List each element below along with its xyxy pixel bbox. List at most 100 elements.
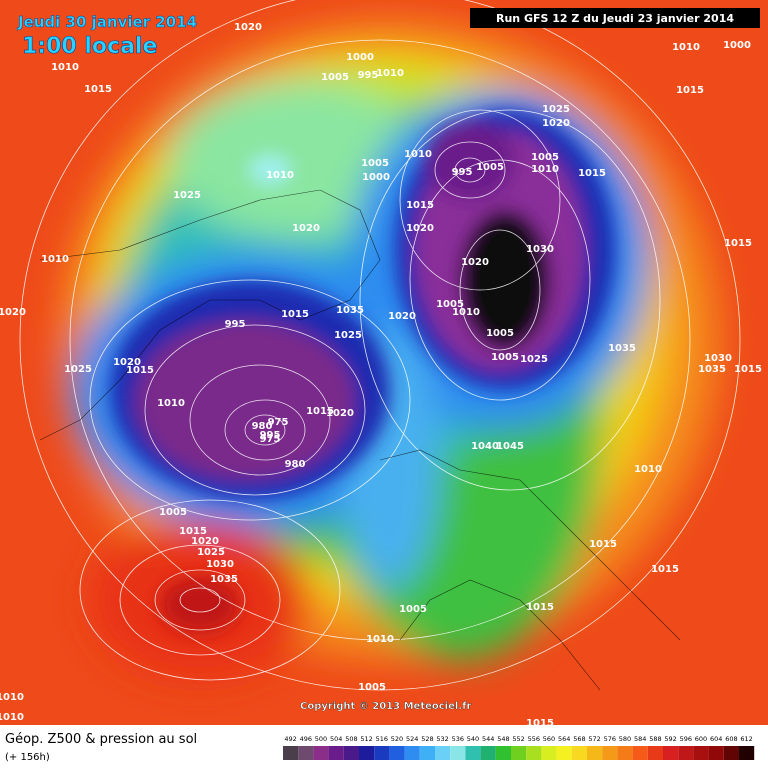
isobar-label: 995	[260, 430, 281, 441]
footer-lead: (+ 156h)	[5, 752, 50, 763]
isobar-label: 980	[285, 459, 306, 470]
isobar-label: 1010	[634, 464, 662, 475]
scale-swatch	[693, 746, 709, 760]
scale-label: 572	[588, 735, 600, 743]
isobar-label: 1005	[159, 507, 187, 518]
isobar-label: 1020	[0, 307, 26, 318]
scale-label: 532	[436, 735, 448, 743]
scale-label: 540	[467, 735, 479, 743]
scale-swatch	[663, 746, 679, 760]
run-label: Run GFS 12 Z du Jeudi 23 janvier 2014	[496, 12, 734, 25]
isobar-label: 1015	[676, 85, 704, 96]
scale-label: 552	[512, 735, 524, 743]
copyright: Copyright © 2013 Meteociel.fr	[300, 701, 471, 712]
isobar-label: 1000	[723, 40, 751, 51]
isobar-label: 1015	[84, 84, 112, 95]
isobar-label: 1010	[672, 42, 700, 53]
isobar-label: 1015	[651, 564, 679, 575]
scale-swatch	[647, 746, 663, 760]
scale-label: 528	[421, 735, 433, 743]
isobar-label: 1010	[41, 254, 69, 265]
isobar-label: 1035	[608, 343, 636, 354]
scale-label: 612	[740, 735, 752, 743]
isobar-label: 1005	[358, 682, 386, 693]
date-label: Jeudi 30 janvier 2014	[17, 13, 197, 31]
isobar-label: 1010	[452, 307, 480, 318]
scale-label: 600	[695, 735, 707, 743]
isobar-label: 1010	[0, 692, 24, 703]
isobar-label: 1040	[471, 441, 499, 452]
isobar-label: 1015	[589, 539, 617, 550]
isobar-label: 1010	[404, 149, 432, 160]
isobar-label: 1000	[362, 172, 390, 183]
isobar-label: 1005	[436, 299, 464, 310]
scale-swatch	[374, 746, 390, 760]
scale-swatch	[526, 746, 542, 760]
isobar-label: 1025	[173, 190, 201, 201]
isobar-label: 1025	[520, 354, 548, 365]
scale-swatch	[587, 746, 603, 760]
scale-swatch	[708, 746, 724, 760]
isobar-label: 1000	[346, 52, 374, 63]
isobar-label: 1030	[206, 559, 234, 570]
scale-label: 584	[634, 735, 646, 743]
isobar-label: 975	[268, 417, 289, 428]
isobar-label: 1020	[406, 223, 434, 234]
isobar-label: 1020	[292, 223, 320, 234]
scale-label: 520	[391, 735, 403, 743]
scale-label: 504	[330, 735, 342, 743]
isobar-label: 1005	[399, 604, 427, 615]
scale-swatch	[359, 746, 375, 760]
scale-swatch	[283, 746, 299, 760]
isobar-label: 1015	[526, 718, 554, 729]
isobar-label: 1020	[113, 357, 141, 368]
isobar-label: 1015	[734, 364, 762, 375]
isobar-label: 1015	[724, 238, 752, 249]
scale-swatch	[313, 746, 329, 760]
isobar-label: 1045	[496, 441, 524, 452]
scale-label: 512	[360, 735, 372, 743]
scale-swatch	[511, 746, 527, 760]
scale-swatch	[739, 746, 755, 760]
isobar-label: 1020	[191, 536, 219, 547]
scale-swatch	[419, 746, 435, 760]
isobar-label: 1015	[578, 168, 606, 179]
isobar-label: 1010	[0, 712, 24, 723]
scale-swatch	[632, 746, 648, 760]
isobar-label: 980	[252, 421, 273, 432]
isobar-label: 1020	[542, 118, 570, 129]
scale-swatch	[343, 746, 359, 760]
scale-swatch	[298, 746, 314, 760]
scale-label: 492	[284, 735, 296, 743]
isobar-label: 1005	[321, 72, 349, 83]
isobar-label: 1010	[376, 68, 404, 79]
color-scale: 492 496 500 504 508 512 516 520 524 528 532 536 540 5…	[283, 735, 755, 760]
field	[0, 0, 768, 725]
scale-swatch	[435, 746, 451, 760]
scale-swatch	[571, 746, 587, 760]
isobar-label: 1010	[531, 164, 559, 175]
isobar-label: 1015	[306, 406, 334, 417]
scale-swatch	[404, 746, 420, 760]
scale-swatch	[556, 746, 572, 760]
isobar-label: 975	[260, 434, 281, 445]
isobar-label: 1015	[526, 602, 554, 613]
scale-swatch	[541, 746, 557, 760]
isobar-label: 1010	[366, 634, 394, 645]
isobar-label: 1005	[531, 152, 559, 163]
scale-swatch	[480, 746, 496, 760]
isobar-label: 1010	[157, 398, 185, 409]
scale-swatch	[602, 746, 618, 760]
isobar-label: 1005	[476, 162, 504, 173]
scale-label: 544	[482, 735, 494, 743]
isobar-label: 995	[358, 70, 379, 81]
scale-label: 516	[376, 735, 388, 743]
scale-swatch	[465, 746, 481, 760]
isobar-label: 1010	[51, 62, 79, 73]
isobar-label: 1030	[704, 353, 732, 364]
scale-label: 592	[664, 735, 676, 743]
isobar-label: 995	[225, 319, 246, 330]
scale-swatch	[495, 746, 511, 760]
